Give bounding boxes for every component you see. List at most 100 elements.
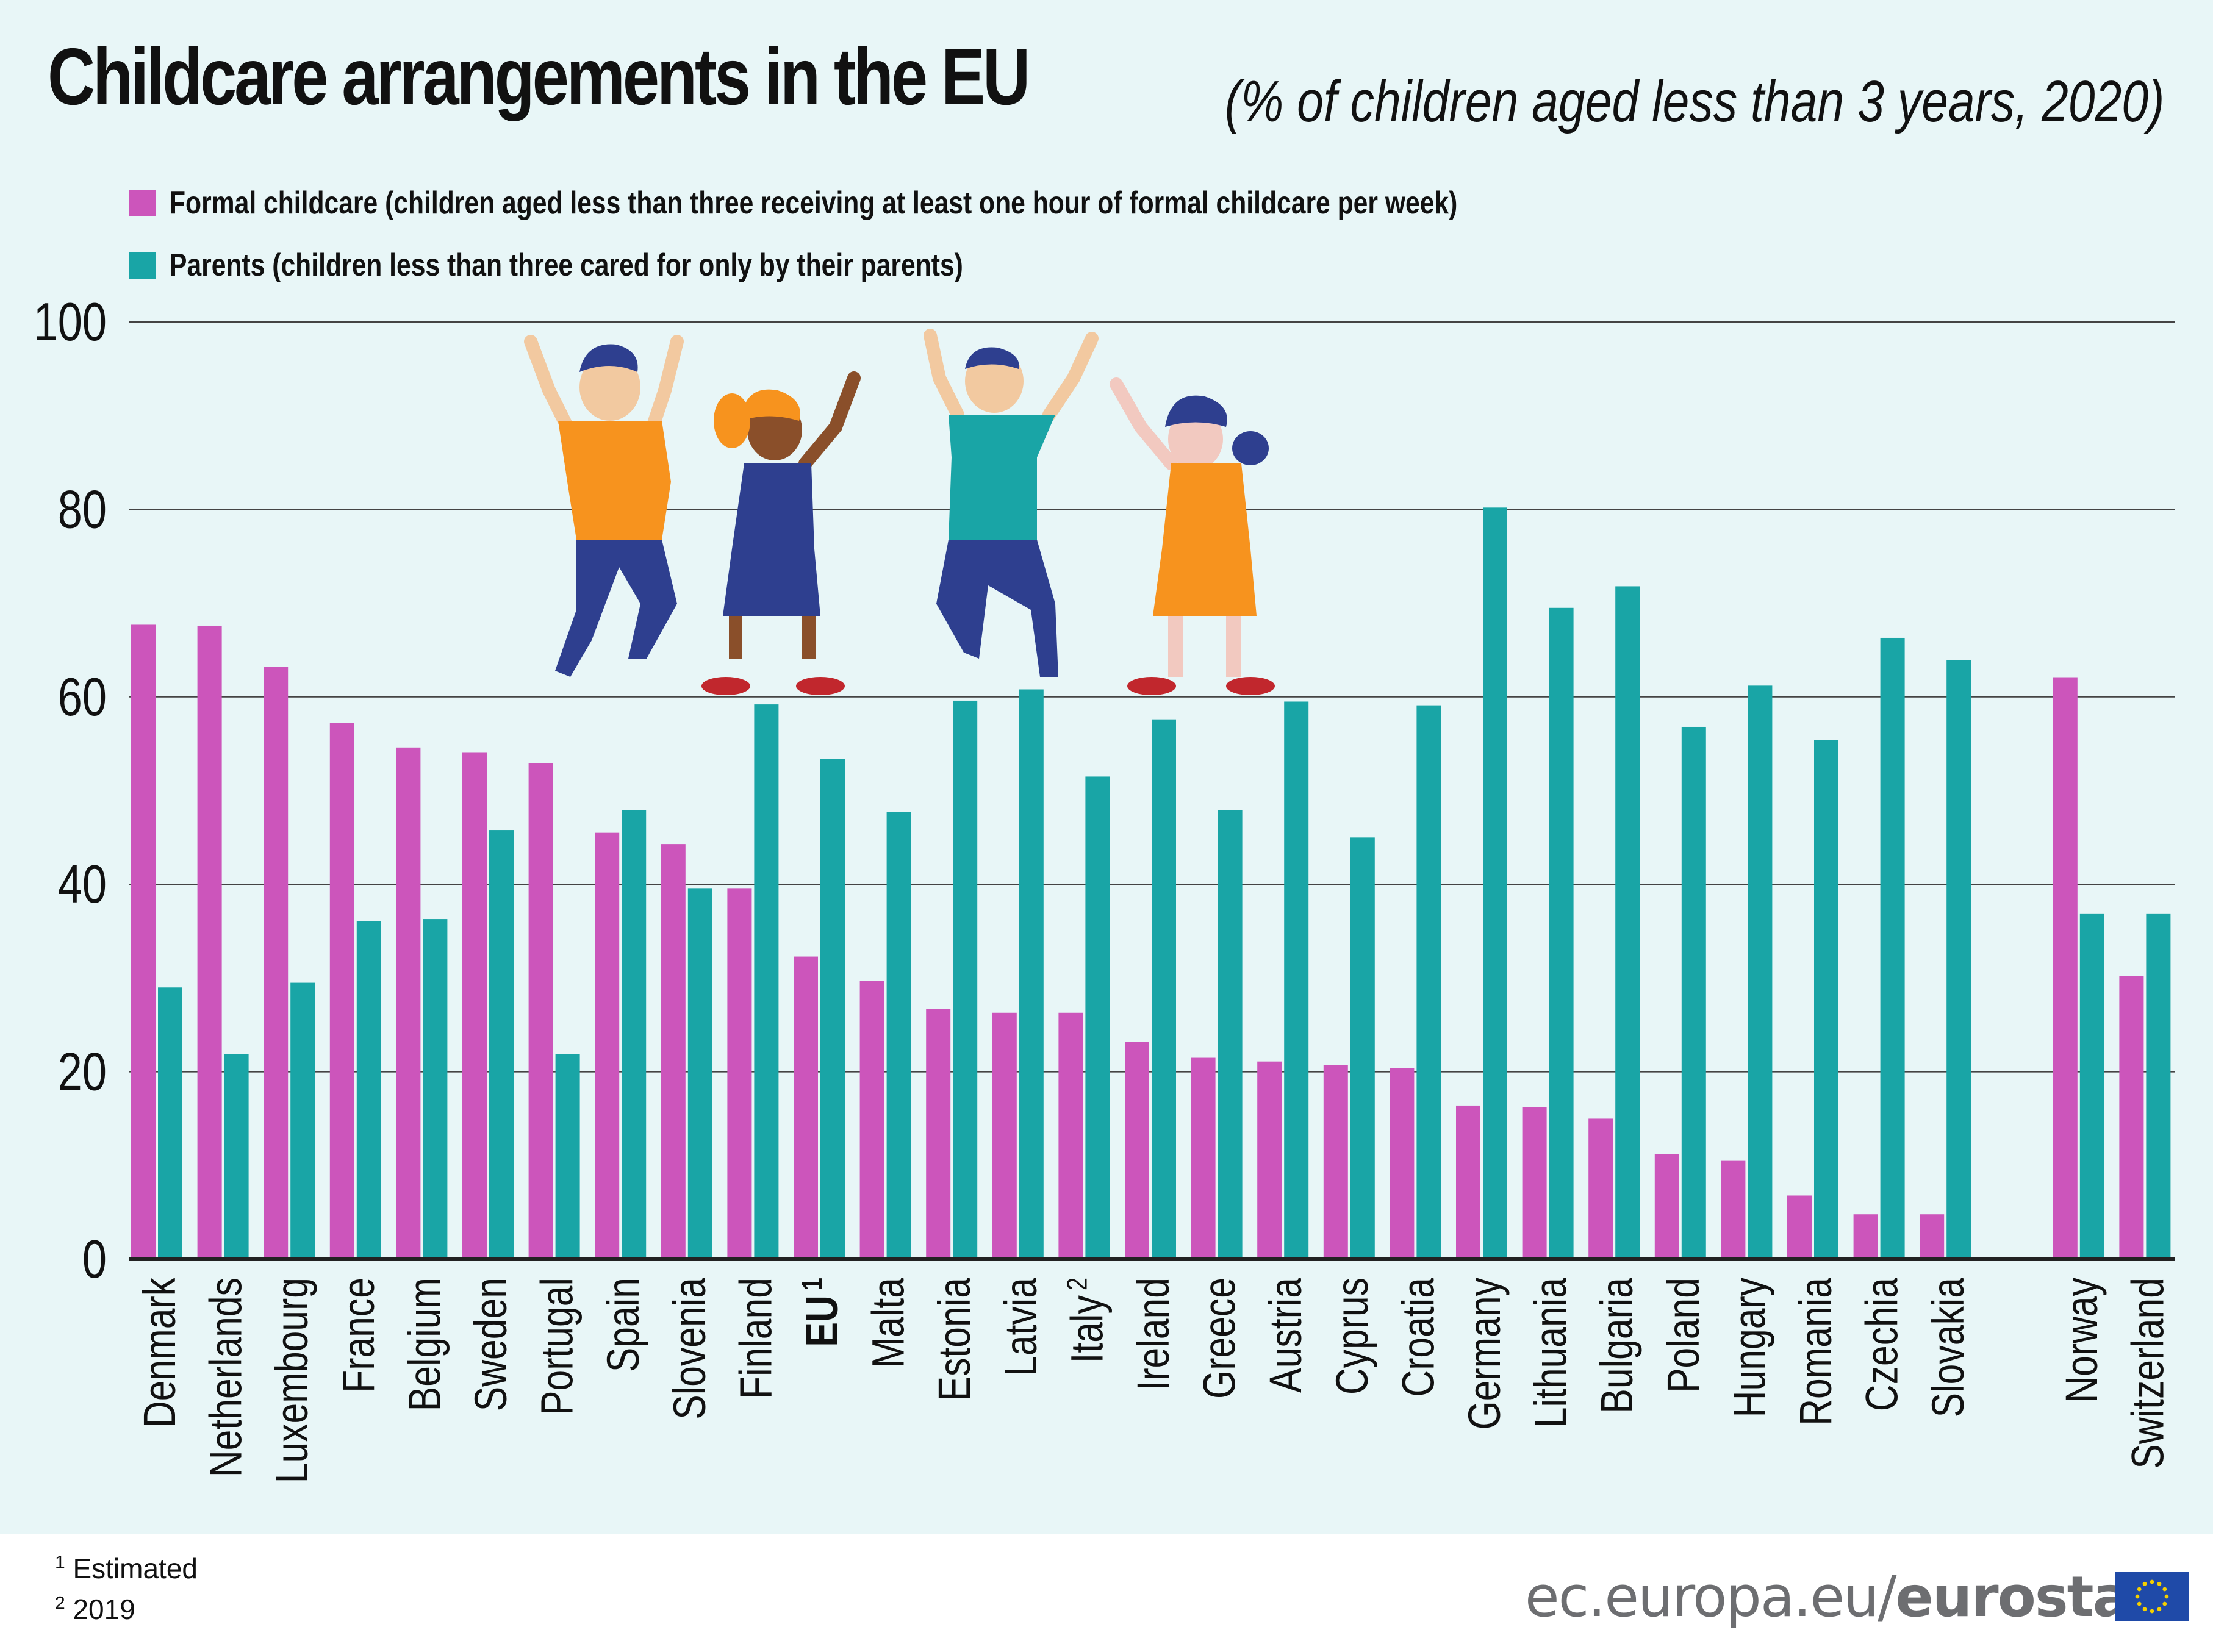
y-tick-label-60: 60	[58, 667, 107, 727]
bar-formal-hungary	[1721, 1160, 1746, 1259]
bar-formal-netherlands	[197, 625, 222, 1259]
footnote-1-marker: 1	[55, 1552, 65, 1573]
flag-star	[2137, 1587, 2142, 1592]
bar-parents-belgium	[423, 919, 448, 1259]
flag-star	[2142, 1581, 2147, 1586]
bar-formal-denmark	[131, 624, 156, 1259]
bar-parents-sweden	[489, 830, 514, 1259]
x-tick-label-cyprus: Cyprus	[1327, 1278, 1377, 1395]
bar-formal-slovenia	[661, 844, 686, 1259]
bar-formal-italy	[1058, 1012, 1083, 1259]
girl-blue-dress-figure	[701, 371, 861, 695]
bar-parents-luxembourg	[290, 982, 315, 1259]
girl-orange-dress-figure	[1110, 377, 1275, 695]
bar-parents-switzerland	[2146, 913, 2171, 1259]
x-tick-label-croatia: Croatia	[1394, 1278, 1444, 1397]
bar-parents-poland	[1681, 726, 1706, 1259]
x-tick-label-slovakia: Slovakia	[1924, 1278, 1974, 1418]
eurostat-branding[interactable]: ec.europa.eu/eurostat	[1525, 1564, 2156, 1631]
bar-parents-germany	[1483, 507, 1507, 1260]
bar-formal-malta	[859, 981, 884, 1259]
bar-parents-latvia	[1019, 689, 1044, 1259]
bar-parents-estonia	[953, 700, 978, 1259]
bar-parents-bulgaria	[1615, 586, 1640, 1259]
chart-title: Childcare arrangements in the EU	[48, 32, 1030, 121]
bars	[131, 507, 2171, 1260]
y-tick-label-80: 80	[58, 480, 107, 540]
bar-parents-malta	[886, 812, 911, 1259]
flag-star	[2137, 1601, 2142, 1606]
x-tick-label-greece: Greece	[1195, 1278, 1245, 1399]
bar-formal-poland	[1654, 1154, 1679, 1259]
bar-parents-eu	[820, 759, 845, 1259]
bar-formal-czechia	[1853, 1214, 1878, 1259]
x-tick-label-bulgaria: Bulgaria	[1593, 1278, 1643, 1414]
y-tick-label-100: 100	[34, 292, 107, 352]
bar-formal-luxembourg	[264, 667, 289, 1259]
bar-formal-croatia	[1390, 1068, 1415, 1259]
boy-teal-shirt-figure	[924, 329, 1099, 677]
x-tick-label-ireland: Ireland	[1128, 1278, 1178, 1391]
x-tick-label-finland: Finland	[731, 1278, 781, 1399]
bar-parents-slovenia	[687, 888, 712, 1259]
children-illustration	[524, 329, 1275, 695]
flag-star	[2162, 1601, 2167, 1606]
flag-star	[2150, 1609, 2154, 1614]
flag-star	[2164, 1594, 2169, 1599]
bar-parents-croatia	[1416, 705, 1441, 1259]
boy-orange-shirt-figure	[524, 335, 684, 677]
x-tick-label-germany: Germany	[1460, 1278, 1510, 1430]
x-tick-label-denmark: Denmark	[135, 1278, 185, 1428]
flag-star	[2150, 1579, 2154, 1584]
flag-star	[2157, 1607, 2162, 1612]
bar-formal-spain	[595, 832, 620, 1259]
bar-parents-norway	[2079, 913, 2104, 1259]
x-tick-label-lithuania: Lithuania	[1526, 1278, 1576, 1428]
bar-parents-slovakia	[1946, 660, 1971, 1259]
x-tick-label-latvia: Latvia	[996, 1278, 1046, 1376]
eu-flag-icon	[2115, 1572, 2189, 1621]
bar-formal-norway	[2053, 677, 2078, 1259]
bar-formal-switzerland	[2119, 976, 2144, 1259]
legend-item-parents: Parents (children less than three cared …	[129, 245, 1137, 284]
bar-formal-cyprus	[1323, 1065, 1348, 1259]
x-tick-label-norway: Norway	[2057, 1278, 2107, 1403]
bar-formal-eu	[794, 956, 818, 1259]
bar-parents-czechia	[1880, 637, 1905, 1259]
bar-formal-finland	[727, 888, 752, 1259]
legend-label-formal-childcare: Formal childcare (children aged less tha…	[170, 185, 1458, 221]
bar-parents-finland	[754, 704, 779, 1259]
flag-star	[2135, 1594, 2140, 1599]
chart-panel	[0, 0, 2213, 1534]
legend-label-parents: Parents (children less than three cared …	[170, 248, 963, 284]
footnote-2-marker: 2	[55, 1593, 65, 1614]
x-tick-label-belgium: Belgium	[400, 1278, 450, 1411]
x-tick-label-romania: Romania	[1791, 1278, 1841, 1426]
x-tick-label-poland: Poland	[1659, 1278, 1709, 1393]
bar-formal-bulgaria	[1588, 1118, 1613, 1259]
flag-star	[2142, 1607, 2147, 1612]
bar-parents-romania	[1814, 740, 1838, 1259]
bar-formal-latvia	[992, 1012, 1017, 1259]
flag-star	[2157, 1581, 2162, 1586]
bar-formal-france	[329, 723, 354, 1259]
bar-parents-cyprus	[1350, 837, 1375, 1259]
bar-formal-portugal	[528, 763, 553, 1259]
bar-parents-ireland	[1152, 719, 1176, 1259]
x-tick-label-italy: Italy2	[1061, 1278, 1113, 1363]
bar-parents-netherlands	[224, 1054, 249, 1259]
bar-parents-portugal	[555, 1054, 580, 1259]
flag-star	[2162, 1587, 2167, 1592]
chart-subtitle: (% of children aged less than 3 years, 2…	[1225, 69, 2165, 134]
footnote-1: 1 Estimated	[55, 1552, 198, 1585]
legend-swatch-parents	[129, 252, 156, 279]
bar-parents-greece	[1218, 810, 1243, 1259]
bar-formal-ireland	[1125, 1042, 1149, 1259]
bar-formal-slovakia	[1920, 1214, 1945, 1259]
x-tick-label-czechia: Czechia	[1857, 1278, 1907, 1412]
x-tick-label-estonia: Estonia	[930, 1278, 980, 1401]
bar-parents-france	[356, 921, 381, 1259]
legend-item-formal-childcare: Formal childcare (children aged less tha…	[129, 183, 1740, 221]
title-row: Childcare arrangements in the EU (% of c…	[48, 30, 2183, 152]
x-tick-label-malta: Malta	[864, 1278, 914, 1368]
